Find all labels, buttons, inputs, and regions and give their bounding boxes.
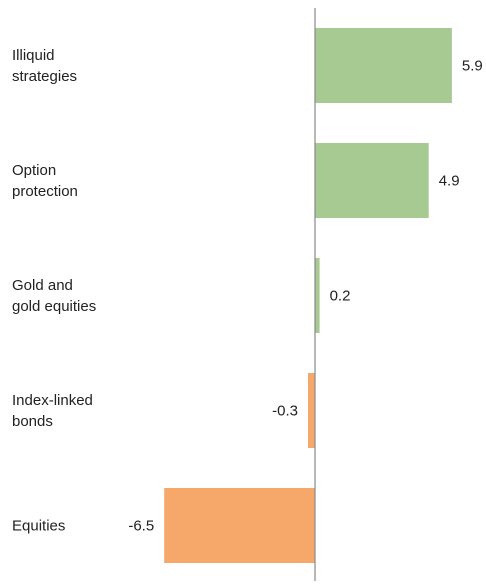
bar-4 xyxy=(164,488,315,563)
category-label-line: Option xyxy=(12,162,56,179)
category-label-line: Index-linked xyxy=(12,392,93,409)
value-label-0: 5.9 xyxy=(462,58,483,75)
category-label-line: Illiquid xyxy=(12,47,55,64)
bar-0 xyxy=(315,28,452,103)
category-label-3: Index-linked bonds xyxy=(12,392,93,430)
value-label-3: -0.3 xyxy=(272,403,298,420)
category-label-line: Equities xyxy=(12,518,65,535)
bars-layer xyxy=(164,28,452,563)
value-label-1: 4.9 xyxy=(439,173,460,190)
value-label-4: -6.5 xyxy=(128,518,154,535)
value-label-2: 0.2 xyxy=(330,288,351,305)
bar-2 xyxy=(315,258,320,333)
category-label-1: Option protection xyxy=(12,162,78,200)
category-label-line: gold equities xyxy=(12,298,96,315)
category-label-line: strategies xyxy=(12,68,77,85)
category-label-4: Equities xyxy=(12,518,65,535)
category-label-line: bonds xyxy=(12,413,53,430)
bar-1 xyxy=(315,143,429,218)
category-label-2: Gold and gold equities xyxy=(12,277,96,315)
bar-3 xyxy=(308,373,315,448)
category-label-0: Illiquid strategies xyxy=(12,47,77,85)
category-label-line: Gold and xyxy=(12,277,73,294)
category-label-line: protection xyxy=(12,183,78,200)
labels-layer: 5.9 Illiquid strategies 4.9 Option protection… xyxy=(12,47,483,535)
